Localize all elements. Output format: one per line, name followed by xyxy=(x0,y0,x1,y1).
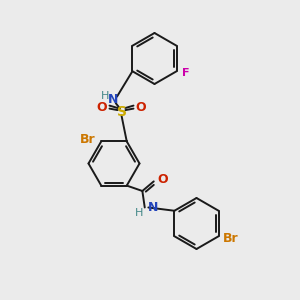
Text: Br: Br xyxy=(223,232,239,245)
Text: N: N xyxy=(108,93,118,106)
Text: N: N xyxy=(148,201,159,214)
Text: O: O xyxy=(136,101,146,114)
Text: S: S xyxy=(116,105,127,118)
Text: H: H xyxy=(135,208,143,218)
Text: F: F xyxy=(182,68,190,78)
Text: Br: Br xyxy=(80,134,96,146)
Text: H: H xyxy=(101,91,109,101)
Text: O: O xyxy=(97,101,107,114)
Text: O: O xyxy=(157,173,168,186)
